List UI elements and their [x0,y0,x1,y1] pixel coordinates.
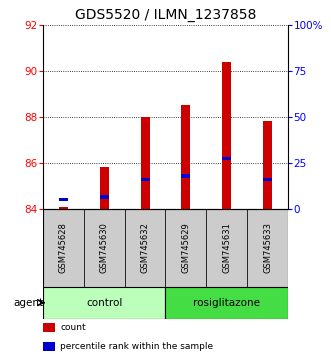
Text: GSM745630: GSM745630 [100,222,109,273]
Bar [181,105,190,209]
Bar [141,178,150,181]
Bar [141,117,150,209]
Text: GSM745628: GSM745628 [59,222,68,273]
Bar [206,209,247,287]
Bar [125,209,166,287]
Text: GSM745633: GSM745633 [263,222,272,273]
Bar [43,323,55,332]
Text: control: control [86,298,122,308]
Bar [43,287,166,319]
Text: rosiglitazone: rosiglitazone [193,298,260,308]
Bar [181,175,190,178]
Bar [222,157,231,160]
Text: count: count [60,323,86,332]
Bar [166,209,206,287]
Bar [43,343,55,351]
Bar [247,209,288,287]
Bar [166,287,288,319]
Bar [263,121,272,209]
Title: GDS5520 / ILMN_1237858: GDS5520 / ILMN_1237858 [75,8,256,22]
Bar [59,207,68,209]
Text: GSM745631: GSM745631 [222,222,231,273]
Bar [59,198,68,201]
Text: agent: agent [13,298,43,308]
Text: percentile rank within the sample: percentile rank within the sample [60,342,213,352]
Bar [263,178,272,181]
Text: GSM745629: GSM745629 [181,222,190,273]
Bar [100,195,109,199]
Bar [100,167,109,209]
Text: GSM745632: GSM745632 [141,222,150,273]
Bar [43,209,84,287]
Bar [84,209,125,287]
Bar [222,62,231,209]
